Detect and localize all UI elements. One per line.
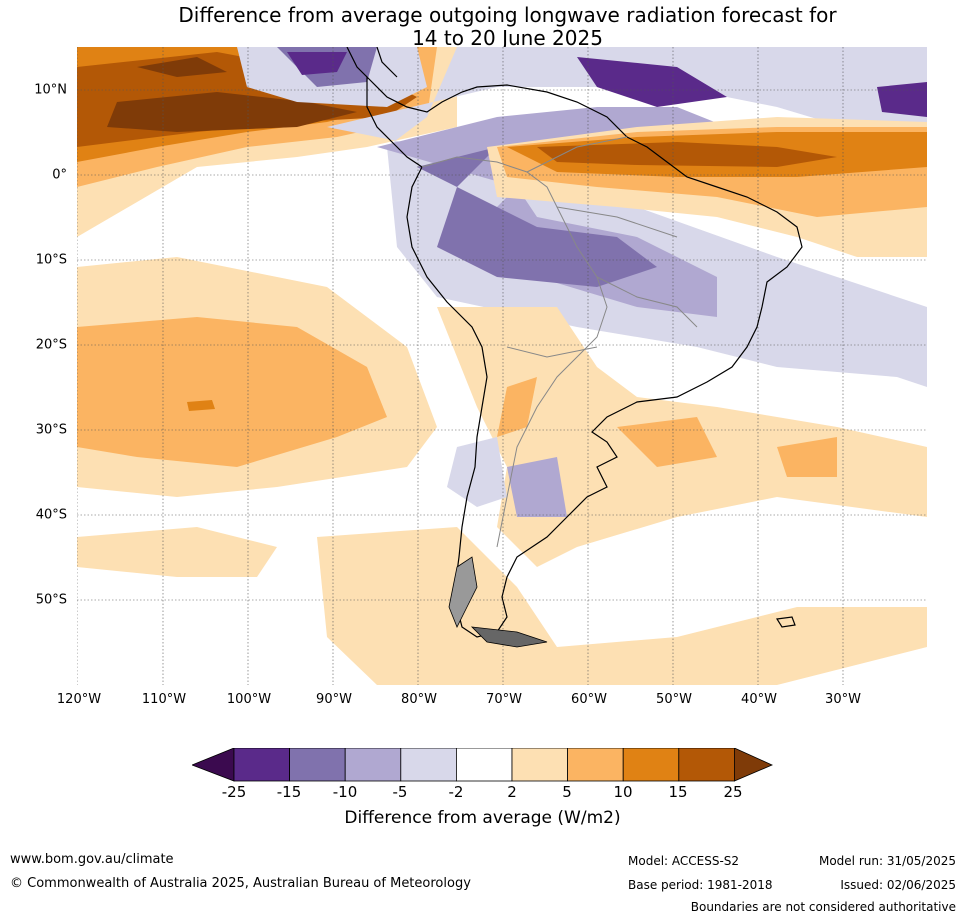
lat-label-30s: 30°S <box>35 422 67 438</box>
legend-tick-8: 10 <box>613 783 633 801</box>
graticule <box>77 47 927 685</box>
lat-label-20s: 20°S <box>35 337 67 353</box>
lat-label-0: 0° <box>52 167 67 183</box>
footer-disclaimer: Boundaries are not considered authoritat… <box>690 900 956 914</box>
lon-label-110w: 110°W <box>141 692 187 707</box>
field-pos-mid-sa <box>497 377 537 437</box>
lon-label-120w: 120°W <box>56 692 102 707</box>
lon-label-70w: 70°W <box>486 692 522 707</box>
field-neg-light-south <box>447 437 507 507</box>
lon-label-90w: 90°W <box>316 692 352 707</box>
falkland-islands <box>775 616 796 628</box>
lon-label-60w: 60°W <box>571 692 607 707</box>
field-pos-mid-pacific <box>77 317 387 467</box>
field-neg-darkest-ne <box>577 57 727 107</box>
field-pos-darkbrown-north-2 <box>137 57 227 77</box>
legend-band-3 <box>344 748 402 782</box>
field-neg-dark-amazon <box>417 147 657 287</box>
title-line-2: 14 to 20 June 2025 <box>412 26 603 50</box>
legend-band-8 <box>622 748 680 782</box>
field-pos-brown-eq <box>537 142 837 167</box>
country-borders <box>421 136 698 548</box>
lon-label-40w: 40°W <box>741 692 777 707</box>
legend-tick-7: 5 <box>562 783 572 801</box>
field-neg-light-amazon <box>327 47 927 387</box>
field-pos-darkbrown-north <box>107 92 357 132</box>
map-title: Difference from average outgoing longwav… <box>0 4 965 50</box>
lat-label-10s: 10°S <box>35 252 67 268</box>
footer-copyright: © Commonwealth of Australia 2025, Austra… <box>10 876 471 891</box>
legend-tick-5: -2 <box>448 783 464 801</box>
field-neg-darkest-e <box>877 82 927 117</box>
footer-model-run: Model run: 31/05/2025 <box>818 854 956 868</box>
patagonia-islands <box>448 556 548 648</box>
legend-band-1 <box>233 748 290 782</box>
lon-label-80w: 80°W <box>401 692 437 707</box>
legend-band-9 <box>678 748 735 782</box>
legend-band-5 <box>455 748 513 782</box>
field-pos-mid-atl <box>617 417 717 467</box>
field-pos-mid-atl-2 <box>777 437 837 477</box>
lat-label-40s: 40°S <box>35 507 67 523</box>
lon-label-50w: 50°W <box>656 692 692 707</box>
field-pos-light-sw <box>77 527 277 577</box>
footer-website: www.bom.gov.au/climate <box>10 852 174 867</box>
legend-band-2 <box>289 748 346 782</box>
legend-band-6 <box>511 748 568 782</box>
legend-title: Difference from average (W/m2) <box>344 808 621 828</box>
legend-tick-10: 25 <box>723 783 743 801</box>
olr-anomaly-map <box>77 47 927 685</box>
lat-label-10n: 10°N <box>34 82 67 98</box>
legend-arrow-high <box>734 748 773 782</box>
anomaly-fields <box>77 47 927 685</box>
central-america-coastline <box>346 47 398 78</box>
field-neg-dark-north <box>287 52 347 75</box>
legend-tick-4: -5 <box>392 783 408 801</box>
legend-arrow-low <box>192 748 235 782</box>
field-neg-light-south-2 <box>507 457 567 517</box>
legend-tick-6: 2 <box>507 783 517 801</box>
footer-base-period: Base period: 1981-2018 <box>628 878 773 892</box>
map-panel <box>77 47 927 685</box>
legend-tick-2: -15 <box>276 783 302 801</box>
legend-tick-1: -25 <box>221 783 247 801</box>
legend-tick-9: 15 <box>668 783 688 801</box>
legend-tick-3: -10 <box>332 783 358 801</box>
field-pos-orange-pacific <box>187 400 215 411</box>
field-pos-light-south <box>317 527 927 685</box>
lon-label-100w: 100°W <box>226 692 272 707</box>
lon-label-30w: 30°W <box>825 692 861 707</box>
lat-label-50s: 50°S <box>35 592 67 608</box>
footer-issued: Issued: 02/06/2025 <box>840 878 956 892</box>
legend-colorbar <box>192 748 773 782</box>
legend-band-7 <box>567 748 624 782</box>
footer-model: Model: ACCESS-S2 <box>628 854 740 868</box>
legend-band-4 <box>400 748 457 782</box>
title-line-1: Difference from average outgoing longwav… <box>178 3 837 27</box>
